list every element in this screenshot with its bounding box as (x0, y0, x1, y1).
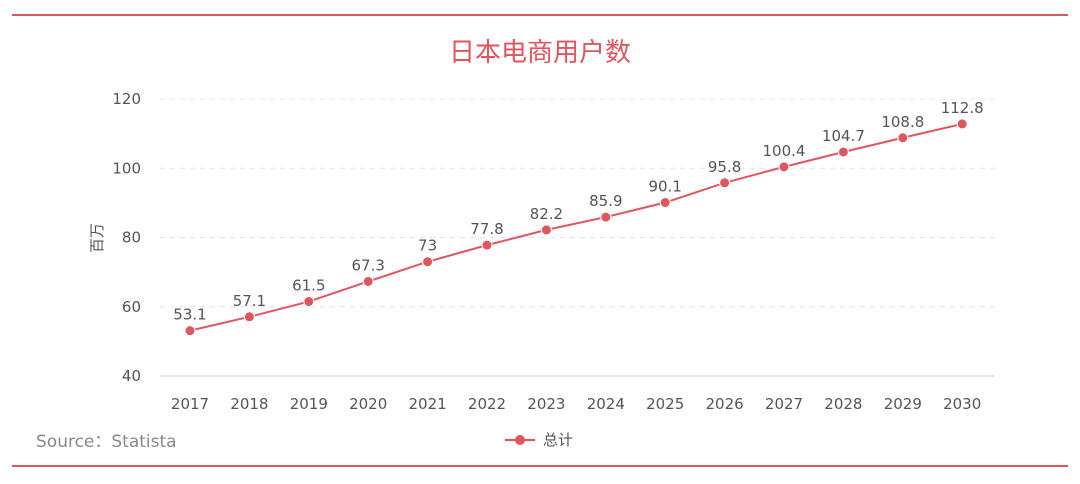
data-point (481, 239, 493, 251)
legend-marker (515, 435, 525, 445)
data-point (778, 161, 790, 173)
x-tick-label: 2027 (765, 395, 803, 413)
x-tick-label: 2021 (409, 395, 447, 413)
x-tick-label: 2023 (527, 395, 565, 413)
y-tick-label: 120 (112, 90, 141, 108)
data-point (184, 325, 196, 337)
data-label: 95.8 (708, 158, 741, 176)
x-tick-label: 2022 (468, 395, 506, 413)
data-label: 53.1 (173, 306, 206, 324)
data-point (303, 296, 315, 308)
gridlines (160, 98, 995, 377)
data-label: 90.1 (648, 178, 681, 196)
x-tick-label: 2025 (646, 395, 684, 413)
x-tick-label: 2024 (587, 395, 625, 413)
y-tick-label: 40 (122, 367, 141, 385)
x-tick-label: 2029 (884, 395, 922, 413)
x-tick-label: 2018 (230, 395, 268, 413)
legend: 总计 (505, 431, 573, 449)
data-point (422, 256, 434, 268)
y-axis-label: 百万 (88, 223, 106, 253)
data-point (600, 211, 612, 223)
data-label: 57.1 (233, 292, 266, 310)
y-tick-label: 60 (122, 298, 141, 316)
data-point (897, 132, 909, 144)
data-label: 85.9 (589, 192, 622, 210)
data-label: 77.8 (470, 220, 503, 238)
x-tick-label: 2026 (706, 395, 744, 413)
data-label: 82.2 (530, 205, 563, 223)
data-labels: 53.1 57.1 61.5 67.3 73 77.8 82.2 85.9 90.1 95.8 10… (173, 99, 983, 324)
x-tick-label: 2017 (171, 395, 209, 413)
data-point (837, 146, 849, 158)
data-point (540, 224, 552, 236)
source-note: Source：Statista (36, 432, 177, 452)
data-label: 73 (418, 237, 437, 255)
data-point (956, 118, 968, 130)
data-point (362, 275, 374, 287)
data-label: 67.3 (351, 256, 384, 274)
series-line (189, 122, 963, 332)
series-total (184, 118, 968, 337)
x-axis-ticks: 2017 2018 2019 2020 2021 2022 2023 2024 2025 2026… (171, 395, 981, 413)
x-tick-label: 2020 (349, 395, 387, 413)
x-tick-label: 2019 (290, 395, 328, 413)
data-point (243, 311, 255, 323)
y-axis-ticks: 40 60 80 100 120 (112, 90, 141, 385)
legend-label: 总计 (543, 431, 573, 449)
chart-title: 日本电商用户数 (449, 38, 631, 68)
y-tick-label: 100 (112, 159, 141, 177)
data-point (719, 177, 731, 189)
y-tick-label: 80 (122, 229, 141, 247)
x-tick-label: 2030 (943, 395, 981, 413)
data-label: 100.4 (763, 142, 806, 160)
data-label: 108.8 (881, 113, 924, 131)
data-point (659, 197, 671, 209)
data-label: 104.7 (822, 127, 865, 145)
x-tick-label: 2028 (824, 395, 862, 413)
data-label: 112.8 (941, 99, 984, 117)
data-label: 61.5 (292, 277, 325, 295)
